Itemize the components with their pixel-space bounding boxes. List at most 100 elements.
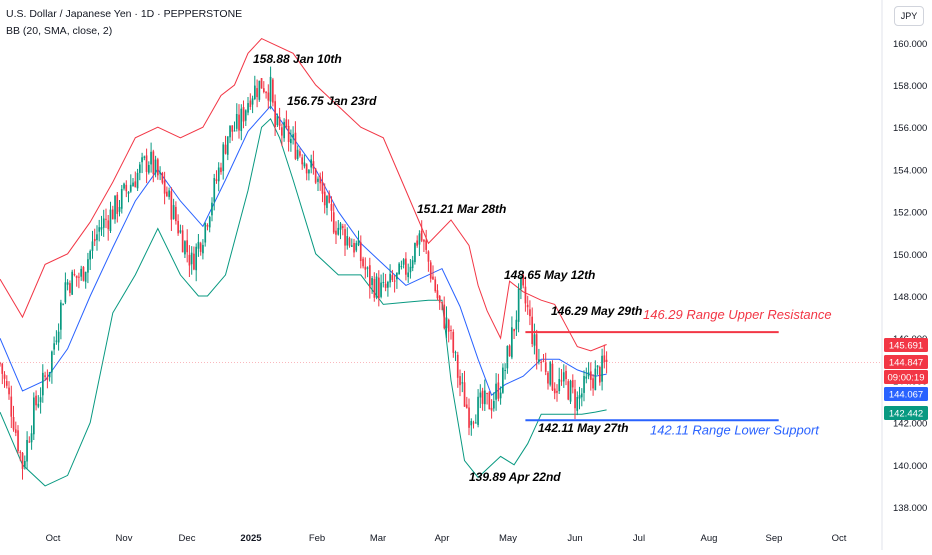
candle-down bbox=[107, 220, 110, 230]
candle-down bbox=[393, 280, 396, 282]
price-labels: 145.691 144.847 09:00:19 144.067 142.442 bbox=[884, 338, 928, 420]
candle-down bbox=[443, 304, 446, 329]
candle-down bbox=[353, 243, 355, 253]
candle-down bbox=[344, 229, 346, 246]
candle-down bbox=[199, 243, 202, 252]
candle-down bbox=[323, 191, 326, 206]
annotation-label: 158.88 Jan 10th bbox=[253, 52, 342, 66]
candle-up bbox=[389, 273, 391, 283]
candle-up bbox=[357, 240, 360, 246]
candle-up bbox=[148, 165, 150, 173]
candle-down bbox=[19, 451, 22, 453]
candle-down bbox=[105, 218, 107, 220]
candle-up bbox=[398, 263, 400, 275]
candle-down bbox=[341, 226, 344, 228]
annotation-label: 156.75 Jan 23rd bbox=[287, 94, 377, 108]
candle-up bbox=[475, 422, 477, 424]
candle-up bbox=[308, 169, 310, 174]
candle-up bbox=[62, 304, 64, 306]
candle-up bbox=[583, 376, 585, 393]
price-label-text: 144.847 bbox=[889, 358, 923, 369]
candle-down bbox=[486, 393, 488, 394]
candle-down bbox=[321, 181, 324, 194]
currency-button[interactable]: JPY bbox=[894, 6, 924, 26]
candle-up bbox=[396, 272, 398, 280]
candle-up bbox=[477, 396, 479, 425]
candle-down bbox=[348, 238, 351, 246]
candle-up bbox=[172, 205, 175, 220]
candle-up bbox=[143, 156, 146, 158]
candle-down bbox=[69, 283, 71, 293]
candle-down bbox=[490, 407, 493, 411]
y-tick-label: 148.000 bbox=[893, 292, 927, 303]
candle-up bbox=[454, 352, 457, 354]
candle-up bbox=[118, 207, 121, 212]
candle-down bbox=[497, 382, 500, 399]
candle-up bbox=[80, 268, 82, 277]
candle-down bbox=[540, 361, 542, 363]
candle-up bbox=[71, 271, 73, 295]
candle-down bbox=[152, 151, 155, 174]
candle-up bbox=[33, 397, 35, 435]
candle-up bbox=[511, 327, 513, 358]
candle-down bbox=[188, 254, 191, 266]
price-axis[interactable]: 160.000 158.000 156.000 154.000 152.000 150.0… bbox=[893, 39, 927, 514]
candle-down bbox=[544, 362, 547, 372]
candle-down bbox=[278, 117, 281, 126]
y-tick-label: 142.000 bbox=[893, 419, 927, 430]
candle-down bbox=[301, 157, 303, 165]
candle-down bbox=[285, 119, 288, 127]
candle-up bbox=[247, 103, 249, 113]
candle-up bbox=[520, 276, 522, 290]
x-tick-label: 2025 bbox=[240, 533, 262, 544]
candle-down bbox=[111, 209, 114, 220]
candle-up bbox=[515, 319, 518, 330]
candle-down bbox=[93, 239, 96, 242]
candle-down bbox=[463, 382, 466, 407]
candle-down bbox=[267, 92, 270, 101]
candle-down bbox=[5, 381, 8, 386]
indicator-label[interactable]: BB (20, SMA, close, 2) bbox=[6, 25, 113, 37]
candle-up bbox=[549, 362, 552, 385]
candle-down bbox=[78, 276, 80, 278]
candle-down bbox=[299, 151, 301, 156]
candle-down bbox=[163, 180, 166, 194]
candle-down bbox=[481, 390, 484, 404]
symbol-title[interactable]: U.S. Dollar / Japanese Yen · 1D · PEPPER… bbox=[6, 8, 243, 20]
candle-up bbox=[141, 157, 143, 163]
candle-up bbox=[387, 282, 389, 288]
candle-up bbox=[55, 340, 58, 342]
candle-down bbox=[177, 220, 179, 234]
candle-up bbox=[479, 392, 482, 398]
candle-up bbox=[51, 351, 53, 373]
candle-up bbox=[402, 259, 405, 265]
candle-up bbox=[184, 241, 186, 255]
candle-down bbox=[571, 380, 574, 388]
candle-down bbox=[193, 253, 195, 270]
candle-up bbox=[504, 370, 506, 371]
candle-up bbox=[213, 178, 216, 202]
candle-up bbox=[596, 365, 599, 368]
bollinger-bands bbox=[0, 37, 607, 487]
candle-down bbox=[423, 239, 425, 242]
candle-down bbox=[330, 203, 333, 211]
candle-up bbox=[84, 271, 87, 282]
candle-up bbox=[53, 343, 55, 350]
candle-down bbox=[287, 125, 290, 142]
candle-up bbox=[409, 266, 412, 273]
time-axis[interactable]: Oct Nov Dec 2025 Feb Mar Apr May Jun Jul Aug Sep Oct bbox=[46, 533, 847, 544]
price-label-text: 145.691 bbox=[889, 341, 923, 352]
candle-up bbox=[217, 167, 220, 182]
candle-up bbox=[355, 243, 358, 251]
candle-down bbox=[12, 417, 15, 430]
y-tick-label: 158.000 bbox=[893, 81, 927, 92]
candle-up bbox=[202, 244, 204, 254]
price-label-bg bbox=[884, 338, 928, 352]
candle-up bbox=[506, 346, 509, 369]
price-label-bg bbox=[884, 387, 928, 401]
candle-up bbox=[580, 393, 583, 398]
candle-down bbox=[170, 191, 173, 220]
candle-down bbox=[369, 265, 371, 288]
